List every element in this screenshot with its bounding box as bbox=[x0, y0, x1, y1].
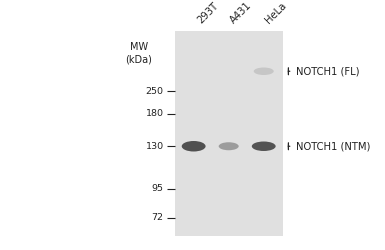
Text: 72: 72 bbox=[152, 213, 164, 222]
Text: 180: 180 bbox=[146, 109, 164, 118]
Text: A431: A431 bbox=[229, 0, 254, 25]
Text: 250: 250 bbox=[146, 87, 164, 96]
Text: 293T: 293T bbox=[195, 0, 220, 25]
Ellipse shape bbox=[182, 141, 206, 152]
Text: 130: 130 bbox=[146, 142, 164, 151]
Text: NOTCH1 (FL): NOTCH1 (FL) bbox=[296, 66, 359, 76]
Text: MW
(kDa): MW (kDa) bbox=[125, 42, 152, 64]
Text: HeLa: HeLa bbox=[264, 0, 289, 25]
Ellipse shape bbox=[252, 142, 276, 151]
Ellipse shape bbox=[254, 68, 274, 75]
Ellipse shape bbox=[219, 142, 239, 150]
FancyBboxPatch shape bbox=[175, 31, 283, 236]
Text: NOTCH1 (NTM): NOTCH1 (NTM) bbox=[296, 141, 370, 151]
Text: 95: 95 bbox=[152, 184, 164, 193]
